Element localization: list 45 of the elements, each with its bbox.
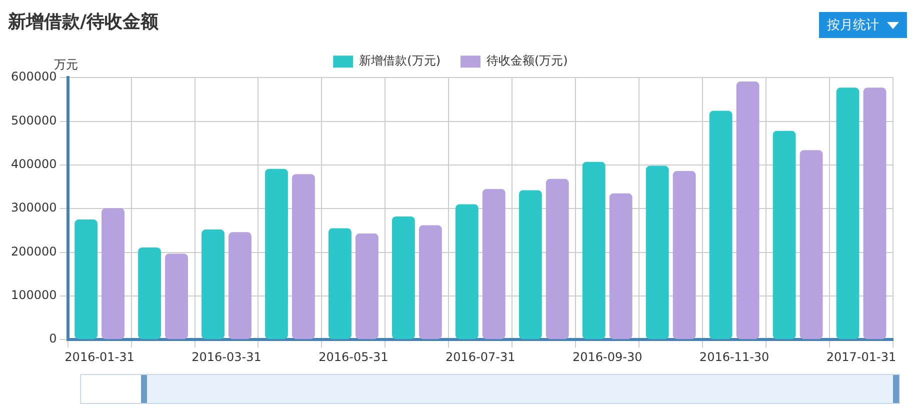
bar: [772, 130, 796, 340]
x-tick-label: 2017-01-31: [826, 350, 896, 364]
y-tick-label: 0: [49, 332, 57, 346]
bar: [518, 190, 542, 340]
x-tick-label: 2016-03-31: [192, 350, 262, 364]
bar: [292, 174, 315, 340]
bar: [265, 168, 288, 340]
y-tick-label: 500000: [10, 113, 57, 128]
legend-label: 待收金额(万元): [486, 54, 568, 68]
x-tick-label: 2016-11-30: [699, 350, 770, 364]
bar: [646, 166, 669, 340]
bar: [482, 188, 506, 340]
y-tick-label: 400000: [10, 157, 57, 172]
bar: [328, 228, 352, 340]
y-axis-title: 万元: [54, 58, 78, 72]
y-tick-label: 200000: [10, 244, 57, 258]
bar: [392, 216, 415, 340]
bar: [74, 220, 98, 340]
bar: [228, 232, 252, 340]
bar: [546, 178, 569, 340]
bar: [165, 254, 188, 340]
x-tick-label: 2016-05-31: [318, 350, 388, 364]
x-tick-label: 2016-01-31: [64, 350, 134, 364]
bar: [736, 82, 760, 340]
bar: [836, 88, 860, 340]
bar: [138, 247, 161, 340]
bar: [355, 233, 378, 340]
bar: [455, 204, 478, 340]
bar: [102, 208, 124, 340]
bar: [800, 150, 823, 340]
bar: [609, 193, 632, 340]
bar: [582, 162, 606, 340]
bar: [202, 230, 224, 340]
x-tick-label: 2016-07-31: [446, 350, 516, 364]
bar: [709, 110, 732, 340]
bar: [418, 225, 442, 340]
bar: [863, 88, 886, 340]
x-tick-label: 2016-09-30: [572, 350, 642, 364]
y-tick-label: 300000: [10, 200, 57, 215]
bar: [672, 171, 696, 340]
y-tick-label: 600000: [10, 70, 57, 84]
text: 按月统计: [827, 17, 879, 34]
legend-label: 新增借款(万元): [359, 54, 441, 68]
y-tick-label: 100000: [10, 288, 57, 302]
chart-title: 新增借款/待收金额: [7, 11, 160, 32]
